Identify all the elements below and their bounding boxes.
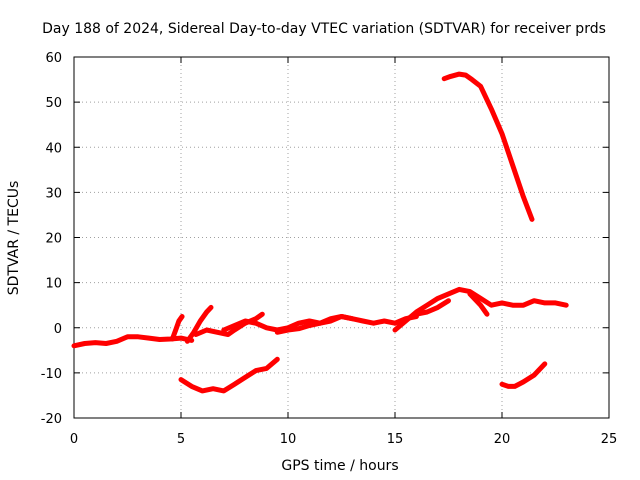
y-tick-label: -20 [41,412,62,427]
y-tick-label: 40 [45,141,62,156]
x-axis-label: GPS time / hours [281,458,398,474]
series-line-sat-h [392,286,569,333]
y-tick-label: -10 [41,367,62,382]
y-tick-label: 60 [45,51,62,66]
series-line-sat-l [499,361,548,389]
y-tick-label: 30 [45,186,62,201]
tick-labels: 0 5 10 15 20 25 -20 -10 0 10 20 30 40 50 60 [41,51,618,447]
x-tick-label: 5 [177,432,185,447]
chart-title: Day 188 of 2024, Sidereal Day-to-day VTE… [42,21,606,37]
series-line-sat-k [441,71,535,222]
grid [74,57,609,418]
x-tick-label: 25 [601,432,618,447]
series-line-sat-f [274,314,355,335]
y-tick-label: 20 [45,232,62,247]
x-tick-label: 0 [70,432,78,447]
y-tick-label: 10 [45,277,62,292]
x-tick-label: 15 [387,432,404,447]
x-tick-label: 20 [494,432,511,447]
y-axis-label: SDTVAR / TECUs [6,181,22,296]
y-tick-label: 0 [54,322,62,337]
x-tick-label: 10 [280,432,297,447]
series-line-sat-j [467,291,490,317]
series-line-sat-b [169,314,185,342]
series-line-sat-i [396,298,451,326]
series-line-sat-c [184,304,214,344]
series-group [71,71,569,394]
series-line-sat-g [178,356,280,394]
series-line-sat-d [193,311,265,337]
y-tick-label: 50 [45,96,62,111]
